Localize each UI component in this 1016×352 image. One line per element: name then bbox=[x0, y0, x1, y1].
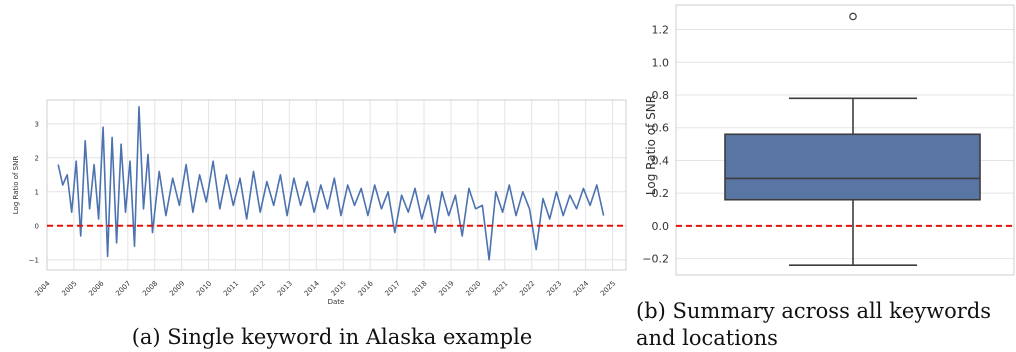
x-tick-label: 2011 bbox=[222, 279, 240, 297]
x-tick-label: 2012 bbox=[249, 279, 267, 297]
y-tick-label-b: 0.2 bbox=[652, 187, 670, 200]
caption-a: (a) Single keyword in Alaska example bbox=[132, 325, 533, 349]
x-tick-label: 2005 bbox=[60, 279, 78, 297]
y-tick-label-b: 0.0 bbox=[652, 220, 670, 233]
y-tick-label: 0 bbox=[35, 222, 39, 230]
series-line bbox=[57, 106, 605, 261]
x-tick-label: 2006 bbox=[87, 279, 106, 298]
x-tick-label: 2017 bbox=[384, 279, 402, 297]
y-tick-label: 1 bbox=[35, 188, 39, 196]
x-tick-label: 2025 bbox=[599, 279, 617, 297]
x-tick-label: 2019 bbox=[437, 279, 455, 297]
x-tick-label: 2007 bbox=[114, 279, 132, 297]
y-tick-label-b: 0.6 bbox=[652, 122, 670, 135]
x-tick-label: 2024 bbox=[572, 279, 591, 298]
x-tick-label: 2020 bbox=[464, 279, 482, 297]
x-tick-label: 2013 bbox=[276, 279, 294, 297]
x-tick-label: 2014 bbox=[303, 279, 322, 298]
y-tick-label-b: −0.2 bbox=[642, 253, 669, 266]
x-tick-label: 2023 bbox=[545, 279, 563, 297]
y-axis-label-b: Log Ratio of SNR bbox=[644, 95, 658, 195]
caption-b-line2: and locations bbox=[636, 326, 778, 350]
outlier-point bbox=[849, 12, 857, 21]
box-plot-frame bbox=[675, 4, 1015, 276]
caption-b-line1: (b) Summary across all keywords bbox=[636, 299, 991, 323]
interquartile-box bbox=[724, 133, 981, 201]
x-tick-label: 2022 bbox=[518, 279, 536, 297]
y-tick-label-b: 0.8 bbox=[652, 89, 670, 102]
x-tick-label: 2016 bbox=[357, 279, 376, 298]
y-tick-label: −1 bbox=[29, 256, 39, 264]
x-tick-label: 2018 bbox=[410, 279, 428, 297]
line-chart: −1 0 1 2 3 2004 2005 2006 2007 2008 2009 2010 2011 2… bbox=[12, 99, 627, 349]
plot-area-frame bbox=[46, 99, 627, 271]
y-tick-label-b: 1.2 bbox=[652, 24, 670, 37]
x-tick-label: 2008 bbox=[141, 279, 159, 297]
x-tick-label: 2015 bbox=[330, 279, 348, 297]
x-axis-label: Date bbox=[328, 298, 345, 306]
x-tick-label: 2021 bbox=[491, 279, 509, 297]
x-tick-label: 2004 bbox=[33, 279, 52, 298]
y-tick-label: 3 bbox=[35, 120, 39, 128]
x-tick-label: 2009 bbox=[168, 279, 186, 297]
y-tick-label-b: 1.0 bbox=[652, 56, 670, 69]
y-tick-label: 2 bbox=[35, 154, 39, 162]
y-tick-label-b: 0.4 bbox=[652, 154, 670, 167]
y-axis-label: Log Ratio of SNR bbox=[12, 156, 20, 215]
x-tick-label: 2010 bbox=[195, 279, 213, 297]
